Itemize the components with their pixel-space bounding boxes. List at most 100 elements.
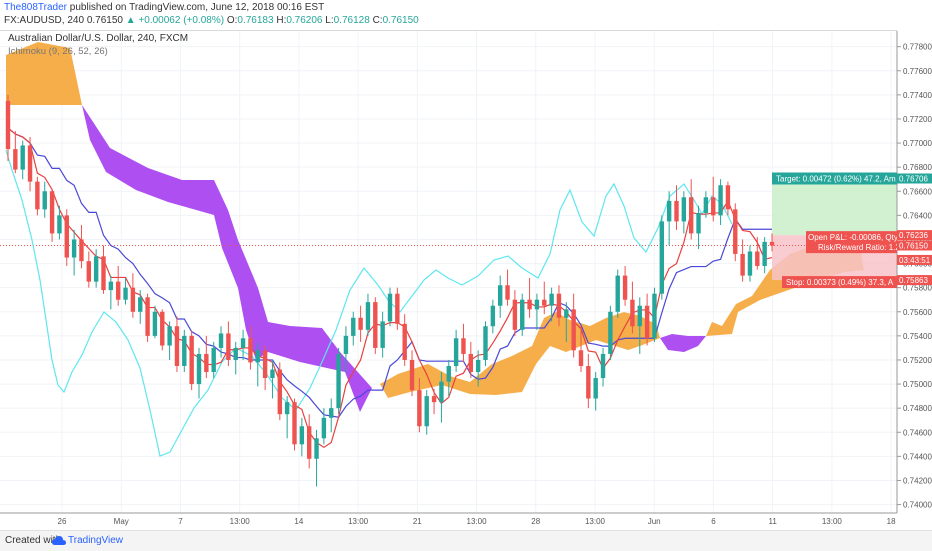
low-value: 0.76128 xyxy=(333,15,370,26)
candle-body xyxy=(578,350,584,366)
candle-body xyxy=(586,365,591,399)
candle-body xyxy=(152,311,158,336)
high-value: 0.76206 xyxy=(286,15,323,26)
ichimoku-cloud-bearish xyxy=(82,105,372,412)
candle-body xyxy=(211,347,216,373)
time-tick-label: 28 xyxy=(531,517,540,526)
indicator-legend[interactable]: Ichimoku (9, 26, 52, 26) xyxy=(8,46,108,57)
candle-body xyxy=(527,299,532,310)
candle-body xyxy=(402,323,407,360)
publish-line: The808Trader published on TradingView.co… xyxy=(4,2,324,13)
tradingview-brand[interactable]: TradingView xyxy=(68,535,124,546)
price-tick-label: 0.75800 xyxy=(903,284,932,293)
candle-body xyxy=(380,321,385,348)
candle-body xyxy=(115,281,121,300)
open-pnl-label: Open P&L: -0.00086, Qty: xyxy=(808,233,900,242)
price-tag-bg xyxy=(897,230,932,241)
chikou-span-line xyxy=(5,149,733,457)
price-axis: 0.77800 0.77600 0.77400 0.77200 0.77000 0.768… xyxy=(896,31,932,513)
created-with-label: Created with xyxy=(5,535,62,546)
candle-body xyxy=(696,212,701,234)
candle-body xyxy=(652,293,657,339)
candle-body xyxy=(512,299,518,330)
candle-body xyxy=(637,305,642,327)
candle-body xyxy=(446,365,451,382)
plot-area-border xyxy=(0,30,897,514)
candle-body xyxy=(277,369,283,415)
candle-body xyxy=(534,299,540,310)
time-tick-label: 7 xyxy=(178,517,183,526)
candle-body xyxy=(174,326,180,366)
candle-body xyxy=(64,215,69,258)
candle-body xyxy=(747,251,753,276)
price-tick-label: 0.77200 xyxy=(903,115,932,124)
author-link[interactable]: The808Trader xyxy=(4,2,67,13)
candle-body xyxy=(755,251,760,266)
price-tag: 0.75863 xyxy=(899,276,928,285)
price-tick-label: 0.74800 xyxy=(903,404,932,413)
stop-label: Stop: 0.00373 (0.49%) 37.3, A xyxy=(786,278,894,287)
candle-body xyxy=(321,417,327,439)
candle-body xyxy=(218,333,224,348)
close-value: 0.76150 xyxy=(382,15,419,26)
candle-body xyxy=(306,426,312,459)
candle-body xyxy=(299,426,305,445)
chart-header: The808Trader published on TradingView.co… xyxy=(0,0,932,28)
candle-body xyxy=(674,200,679,222)
candle-body xyxy=(483,326,488,360)
candle-body xyxy=(431,396,437,403)
candle-body xyxy=(453,338,459,366)
candle-body xyxy=(108,281,114,291)
candle-body xyxy=(520,299,525,330)
candle-body xyxy=(365,302,371,330)
candle-body xyxy=(49,191,55,234)
pnl-label-bg xyxy=(806,231,897,254)
candle-body xyxy=(505,285,510,300)
candle-body xyxy=(336,353,341,409)
time-tick-label: 6 xyxy=(711,517,716,526)
candle-body xyxy=(182,335,187,366)
last-price: 0.76150 xyxy=(86,15,123,26)
time-tick-label: 13:00 xyxy=(348,517,369,526)
up-arrow-icon: ▲ xyxy=(125,15,136,26)
price-tick-label: 0.74600 xyxy=(903,428,932,437)
position-labels: Target: 0.00472 (0.62%) 47.2, Am Open P&L… xyxy=(772,172,932,289)
candle-body xyxy=(417,390,422,427)
candle-body xyxy=(101,256,106,291)
candle-body xyxy=(27,145,33,182)
candle-body xyxy=(42,191,47,210)
candle-body xyxy=(666,200,672,222)
price-tag: 03:43:51 xyxy=(899,256,931,265)
ichimoku-cloud-bullish xyxy=(6,42,82,105)
low-label: L: xyxy=(325,15,334,26)
candle-body xyxy=(703,197,709,213)
candle-body xyxy=(233,347,238,360)
candle-body xyxy=(189,335,194,385)
ichimoku-cloud-bearish-2 xyxy=(660,334,706,352)
candle-body xyxy=(138,297,143,312)
price-tick-label: 0.74200 xyxy=(903,476,932,485)
price-tick-label: 0.76400 xyxy=(903,211,932,220)
candle-body xyxy=(556,293,562,318)
price-chart[interactable]: 0.77800 0.77600 0.77400 0.77200 0.77000 0.768… xyxy=(0,0,932,530)
time-tick-label: 11 xyxy=(768,517,777,526)
candle-body xyxy=(542,299,547,306)
candle-body xyxy=(358,317,363,330)
tradingview-cloud-icon xyxy=(52,536,66,545)
candle-body xyxy=(395,293,400,324)
time-tick-label: May xyxy=(114,517,129,526)
time-tick-label: Jun xyxy=(648,517,661,526)
candle-body xyxy=(35,181,40,210)
candle-body xyxy=(387,293,393,322)
candle-body xyxy=(145,297,150,336)
price-tag: 0.76706 xyxy=(899,174,928,183)
candle-body xyxy=(608,311,613,354)
candle-body xyxy=(196,353,202,385)
candle-body xyxy=(314,438,319,459)
candle-body xyxy=(292,402,297,445)
symbol-line: FX:AUDUSD, 240 0.76150 ▲ +0.00062 (+0.08… xyxy=(4,15,419,26)
target-zone xyxy=(772,178,897,236)
candle-body xyxy=(240,338,246,348)
candle-body xyxy=(468,353,474,373)
grid-layer xyxy=(0,31,897,513)
